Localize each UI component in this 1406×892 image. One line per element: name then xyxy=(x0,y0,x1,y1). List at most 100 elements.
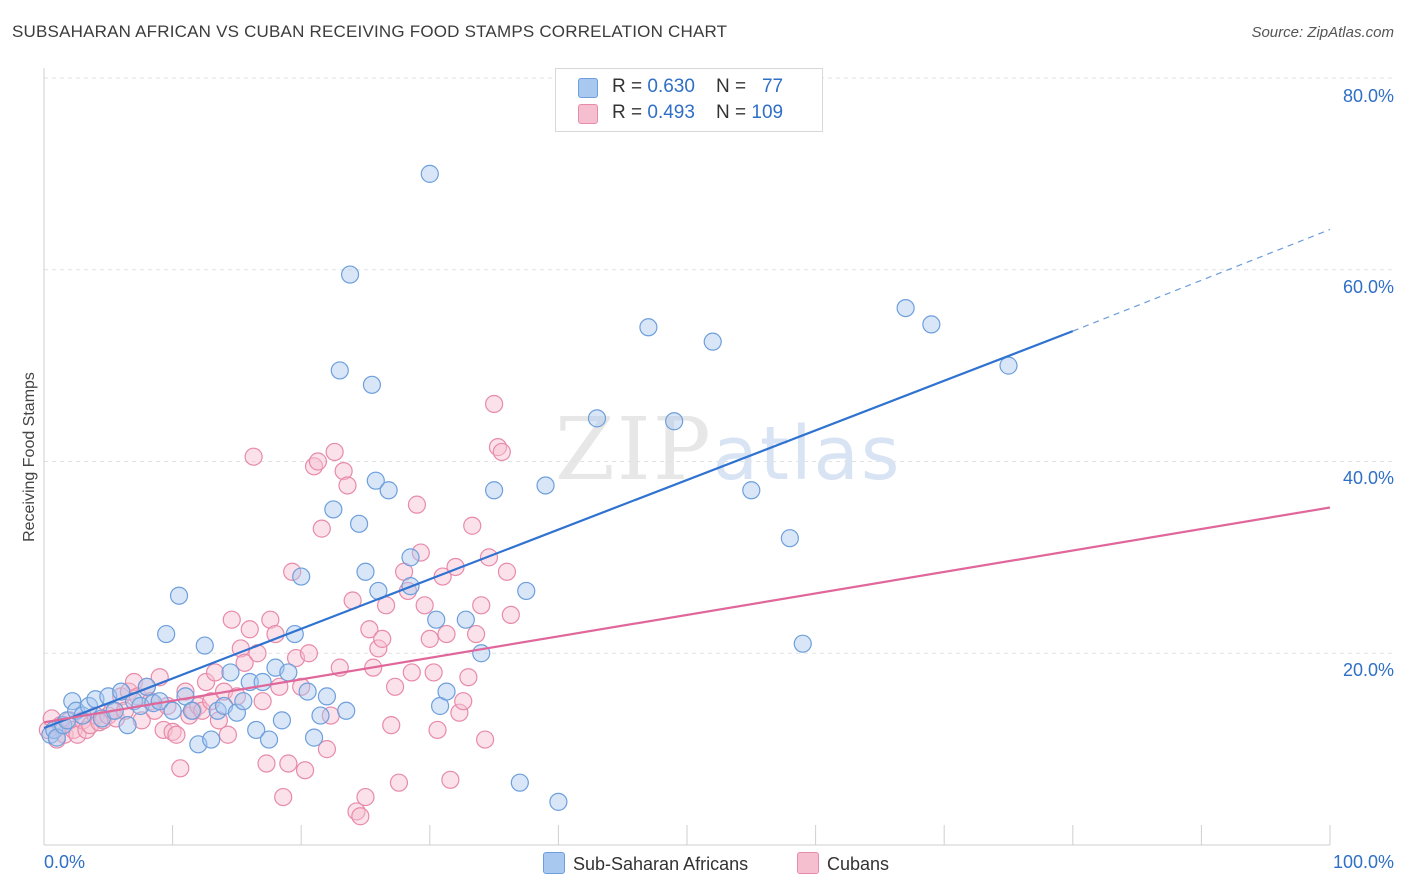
y-tick-label-20: 20.0% xyxy=(1342,660,1394,680)
point-cuban-91 xyxy=(428,720,447,740)
legend-swatch-pink xyxy=(578,104,598,124)
legend-swatch-blue xyxy=(578,78,598,98)
point-cuban-88 xyxy=(415,596,434,615)
point-cuban-40 xyxy=(209,711,228,730)
point-subsaharan-76 xyxy=(896,299,915,318)
point-subsaharan-57 xyxy=(401,548,420,567)
point-cuban-22 xyxy=(132,711,151,730)
point-subsaharan-49 xyxy=(340,265,360,284)
point-subsaharan-51 xyxy=(356,562,375,581)
legend-r-value: 0.630 xyxy=(647,76,695,97)
point-cuban-53 xyxy=(266,624,285,644)
point-subsaharan-34 xyxy=(247,720,266,740)
point-subsaharan-64 xyxy=(485,481,504,500)
point-cuban-48 xyxy=(244,447,263,466)
x-tick-label-min: 0.0% xyxy=(44,852,86,872)
point-subsaharan-5 xyxy=(63,692,82,711)
bottom-legend-label: Cubans xyxy=(827,854,890,874)
point-cuban-56 xyxy=(279,754,298,773)
point-cuban-85 xyxy=(402,663,421,682)
point-subsaharan-24 xyxy=(182,701,201,720)
point-subsaharan-38 xyxy=(272,711,292,730)
point-cuban-69 xyxy=(334,461,353,481)
point-subsaharan-48 xyxy=(337,701,356,720)
point-subsaharan-41 xyxy=(292,567,311,586)
point-subsaharan-66 xyxy=(517,581,536,601)
point-subsaharan-69 xyxy=(587,409,607,428)
point-subsaharan-65 xyxy=(510,773,529,792)
point-subsaharan-70 xyxy=(639,318,658,337)
correlation-legend: R = 0.630 N = 77 R = 0.493 N = 109 xyxy=(555,68,823,132)
x-tick-label-max: 100.0% xyxy=(1332,852,1394,872)
point-cuban-7 xyxy=(68,725,87,744)
point-cuban-47 xyxy=(240,620,259,639)
point-cuban-94 xyxy=(441,770,460,789)
point-subsaharan-78 xyxy=(999,356,1018,375)
bottom-legend-cubans: Cubans xyxy=(797,852,889,875)
point-subsaharan-71 xyxy=(665,412,684,431)
point-cuban-65 xyxy=(317,740,337,759)
point-cuban-98 xyxy=(459,668,478,687)
point-subsaharan-53 xyxy=(366,471,385,490)
point-cuban-78 xyxy=(373,629,392,648)
point-subsaharan-62 xyxy=(456,610,475,629)
trendline-cuban xyxy=(43,506,1331,724)
point-subsaharan-39 xyxy=(279,663,298,682)
point-cuban-93 xyxy=(437,624,456,644)
point-cuban-101 xyxy=(472,596,491,615)
chart-source: Source: ZipAtlas.com xyxy=(1251,24,1394,41)
legend-r-label: R = xyxy=(612,76,648,97)
point-cuban-97 xyxy=(454,692,473,711)
point-cuban-81 xyxy=(385,677,405,696)
point-cuban-52 xyxy=(261,610,280,629)
point-subsaharan-46 xyxy=(324,500,343,519)
point-cuban-108 xyxy=(501,605,520,625)
point-subsaharan-31 xyxy=(227,703,246,722)
point-cuban-61 xyxy=(299,644,319,663)
trendline-subsaharan xyxy=(43,330,1074,730)
point-cuban-106 xyxy=(492,442,511,462)
point-subsaharan-77 xyxy=(922,315,941,334)
legend-n-value: 109 xyxy=(751,102,784,123)
point-subsaharan-20 xyxy=(157,624,176,644)
point-cuban-82 xyxy=(389,773,409,792)
point-cuban-42 xyxy=(218,725,237,744)
point-cuban-96 xyxy=(450,703,469,722)
trendline-subsaharan-extension xyxy=(1072,228,1331,332)
point-cuban-107 xyxy=(497,562,517,581)
point-cuban-39 xyxy=(205,663,225,682)
point-subsaharan-44 xyxy=(311,706,330,725)
legend-n-label: N = xyxy=(716,102,752,123)
legend-r-value: 0.493 xyxy=(647,102,695,123)
point-subsaharan-27 xyxy=(202,730,221,749)
point-subsaharan-75 xyxy=(793,634,812,653)
point-cuban-43 xyxy=(222,610,241,629)
point-cuban-74 xyxy=(356,787,375,807)
point-subsaharan-50 xyxy=(349,514,369,533)
point-subsaharan-35 xyxy=(253,672,272,692)
point-cuban-32 xyxy=(176,682,195,701)
point-cuban-77 xyxy=(369,639,388,658)
point-subsaharan-30 xyxy=(221,663,240,682)
point-subsaharan-72 xyxy=(703,332,722,351)
point-subsaharan-43 xyxy=(304,728,324,747)
point-cuban-57 xyxy=(283,562,302,581)
point-cuban-73 xyxy=(351,807,370,826)
point-cuban-63 xyxy=(308,452,328,471)
point-subsaharan-26 xyxy=(195,636,214,655)
watermark-zip: ZIP xyxy=(555,400,713,500)
legend-n-label: N = xyxy=(716,76,752,97)
point-cuban-80 xyxy=(382,716,401,735)
point-cuban-67 xyxy=(325,442,344,462)
point-subsaharan-68 xyxy=(549,792,568,811)
y-tick-label-60: 60.0% xyxy=(1342,277,1394,297)
point-subsaharan-58 xyxy=(420,164,439,183)
point-subsaharan-32 xyxy=(234,692,253,711)
point-subsaharan-21 xyxy=(163,701,182,720)
point-subsaharan-67 xyxy=(536,476,555,495)
point-subsaharan-73 xyxy=(742,481,761,500)
point-cuban-64 xyxy=(312,519,331,538)
point-cuban-86 xyxy=(407,495,427,514)
bottom-legend-label: Sub-Saharan Africans xyxy=(573,854,749,874)
